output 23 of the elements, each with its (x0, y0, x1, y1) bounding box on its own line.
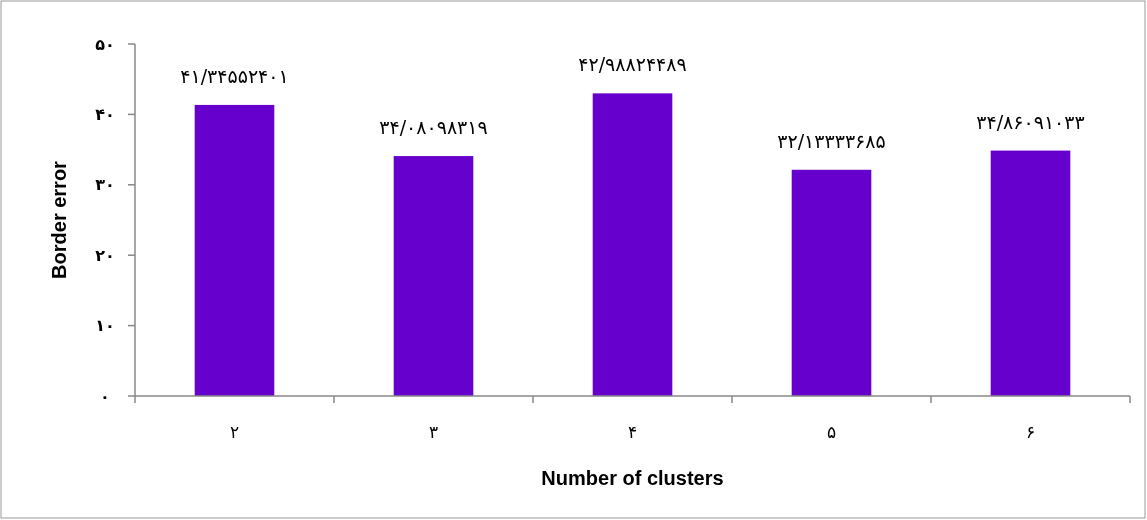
bar (990, 150, 1071, 396)
y-axis-title: Border error (48, 160, 70, 279)
x-tick-label: ۶ (1025, 422, 1036, 442)
data-label: ۳۴/۸۶۰۹۱۰۳۳ (976, 110, 1085, 133)
x-tick-label: ۴ (627, 422, 638, 442)
bar (791, 169, 872, 396)
y-tick-label: ۵۰ (95, 34, 115, 54)
y-tick-label: ۲۰ (95, 245, 115, 265)
data-label: ۴۱/۳۴۵۵۲۴۰۱ (180, 64, 289, 87)
bar (194, 104, 275, 396)
y-tick-label: ۴۰ (95, 105, 115, 124)
y-tick-label: ۳۰ (95, 175, 115, 195)
data-label: ۴۲/۹۸۸۲۴۴۸۹ (578, 53, 687, 76)
data-label: ۳۲/۱۳۳۳۳۶۸۵ (777, 129, 886, 152)
y-tick-label: ۰ (100, 386, 110, 406)
bar (592, 93, 673, 396)
y-tick-label: ۱۰ (95, 316, 115, 336)
bar (393, 156, 474, 396)
x-axis-title: Number of clusters (541, 467, 724, 489)
data-label: ۳۴/۰۸۰۹۸۳۱۹ (379, 116, 488, 139)
x-tick-label: ۳ (428, 422, 439, 442)
x-tick-label: ۲ (229, 422, 240, 442)
x-tick-label: ۵ (826, 422, 837, 442)
